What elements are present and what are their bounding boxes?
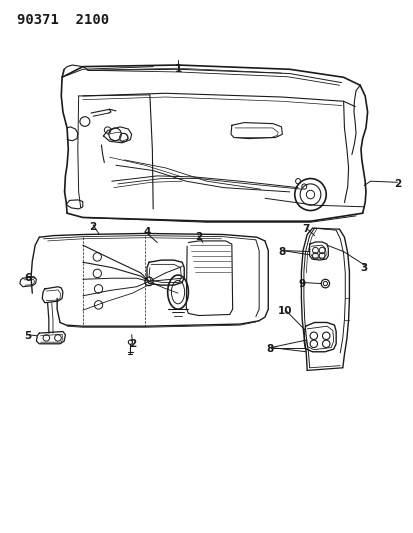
Text: 8: 8: [266, 344, 273, 354]
Text: 90371  2100: 90371 2100: [17, 13, 109, 27]
Text: 2: 2: [393, 179, 400, 189]
Text: 9: 9: [298, 279, 305, 288]
Text: 6: 6: [24, 273, 32, 283]
Text: 5: 5: [24, 331, 32, 341]
Text: 2: 2: [195, 232, 202, 242]
Text: 7: 7: [302, 224, 309, 234]
Text: 3: 3: [360, 263, 367, 272]
Text: 2: 2: [89, 222, 97, 231]
Text: 1: 1: [174, 64, 181, 74]
Text: 8: 8: [277, 247, 285, 256]
Text: 4: 4: [143, 227, 150, 237]
Text: 10: 10: [277, 306, 292, 316]
Text: 2: 2: [128, 339, 136, 349]
